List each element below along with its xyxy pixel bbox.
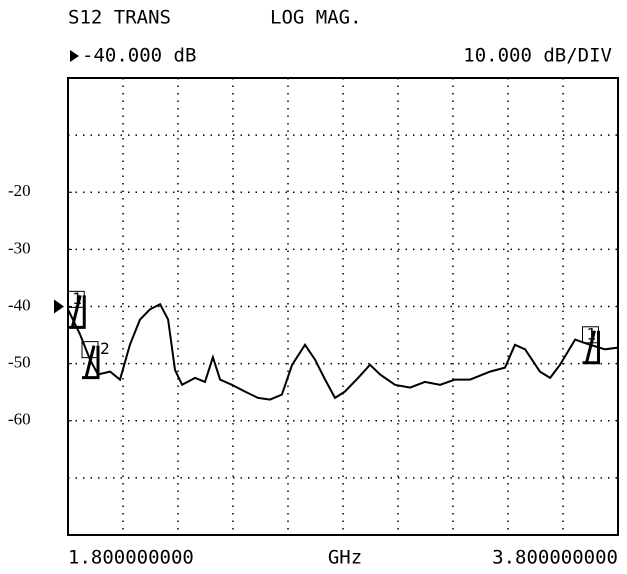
trace xyxy=(67,302,619,401)
x-tick-label: 3.800000000 xyxy=(492,547,618,569)
reference-marker xyxy=(54,299,64,314)
y-tick-label: -40 xyxy=(8,295,31,314)
y-tick-label: -60 xyxy=(8,410,31,429)
y-tick-label: -30 xyxy=(8,238,31,257)
marker-label: 1 xyxy=(72,289,82,308)
marker-label: 2 xyxy=(100,339,110,358)
y-tick-label: -20 xyxy=(8,181,31,200)
marker-symbol xyxy=(82,345,100,380)
x-unit: GHz xyxy=(328,547,362,569)
reference-label: -40.000 dB xyxy=(82,45,196,67)
subtitle: LOG MAG. xyxy=(270,7,362,29)
scale-label: 10.000 dB/DIV xyxy=(463,45,612,67)
x-tick-label: 1.800000000 xyxy=(68,547,194,569)
ref-icon xyxy=(70,50,79,62)
marker-box xyxy=(81,341,99,359)
title: S12 TRANS xyxy=(68,7,171,29)
y-tick-label: -50 xyxy=(8,353,31,372)
marker-label: 1 xyxy=(587,324,597,343)
marker-box xyxy=(582,326,599,344)
marker-box xyxy=(67,290,85,308)
